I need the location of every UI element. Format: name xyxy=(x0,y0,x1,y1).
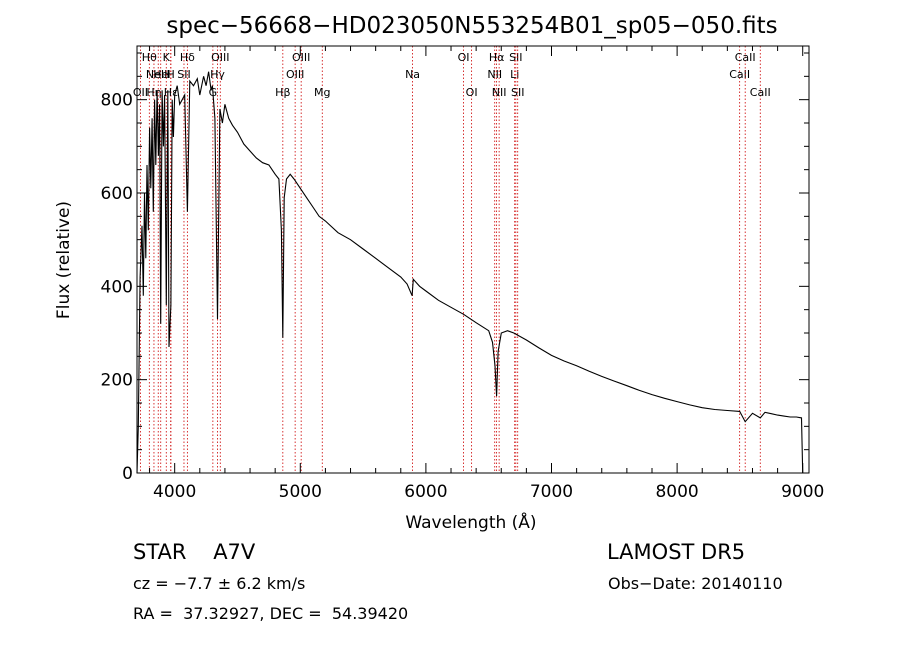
chart-title: spec−56668−HD023050N553254B01_sp05−050.f… xyxy=(166,13,777,39)
x-tick-label: 8000 xyxy=(655,482,698,502)
line-marker-label: SII xyxy=(177,68,190,81)
line-marker-label: CaII xyxy=(750,86,771,99)
redshift-readout: cz = −7.7 ± 6.2 km/s xyxy=(133,574,306,593)
object-type: STAR xyxy=(133,540,187,564)
observation-date: Obs−Date: 20140110 xyxy=(608,574,783,593)
spectral-subclass: A7V xyxy=(213,540,256,564)
line-marker-label: NII xyxy=(487,68,502,81)
object-classification: STAR A7V xyxy=(133,540,255,564)
line-marker-label: OIII xyxy=(286,68,304,81)
line-marker-label: Hη xyxy=(146,86,161,99)
y-axis-label: Flux (relative) xyxy=(54,201,74,319)
y-tick-label: 0 xyxy=(122,464,133,484)
line-marker-label: Hγ xyxy=(210,68,225,81)
line-marker-label: Li xyxy=(510,68,519,81)
y-tick-label: 400 xyxy=(101,277,133,297)
line-marker-label: OIII xyxy=(292,51,310,64)
line-marker-label: OI xyxy=(458,51,470,64)
line-marker-label: NeIII xyxy=(146,68,171,81)
survey-name: LAMOST DR5 xyxy=(607,540,746,564)
y-tick-label: 800 xyxy=(101,91,133,111)
line-marker-label: Mg xyxy=(314,86,330,99)
line-marker-label: SII xyxy=(509,51,522,64)
x-axis-label: Wavelength (Å) xyxy=(405,511,536,533)
x-tick-label: 6000 xyxy=(404,482,447,502)
line-marker-label: Hα xyxy=(489,51,505,64)
x-tick-label: 7000 xyxy=(530,482,573,502)
line-marker-label: NII xyxy=(492,86,507,99)
x-tick-label: 4000 xyxy=(153,482,196,502)
y-tick-label: 200 xyxy=(101,371,133,391)
line-marker-label: Na xyxy=(405,68,420,81)
line-marker-label: SII xyxy=(511,86,524,99)
x-tick-label: 5000 xyxy=(279,482,322,502)
emission-line-markers: OIIHθHηNeIIIHeKHHεHδSIIGHγOIIIHβOIIIOIII… xyxy=(133,46,771,473)
spectrum-line xyxy=(136,71,804,474)
plot-frame xyxy=(136,45,810,474)
line-marker-label: Hθ xyxy=(142,51,157,64)
x-tick-label: 9000 xyxy=(781,482,824,502)
line-marker-label: Hδ xyxy=(180,51,195,64)
line-marker-label: CaII xyxy=(729,68,750,81)
coordinates-readout: RA = 37.32927, DEC = 54.39420 xyxy=(133,604,409,623)
y-axis: 0 200 400 600 800 xyxy=(101,52,809,484)
line-marker-label: CaII xyxy=(735,51,756,64)
line-marker-label: K xyxy=(163,51,171,64)
x-axis: 4000 5000 6000 7000 8000 9000 xyxy=(149,46,824,502)
y-tick-label: 600 xyxy=(101,184,133,204)
line-marker-label: He xyxy=(153,68,168,81)
line-marker-label: OI xyxy=(466,86,478,99)
line-marker-label: OIII xyxy=(211,51,229,64)
line-marker-label: Hβ xyxy=(275,86,290,99)
